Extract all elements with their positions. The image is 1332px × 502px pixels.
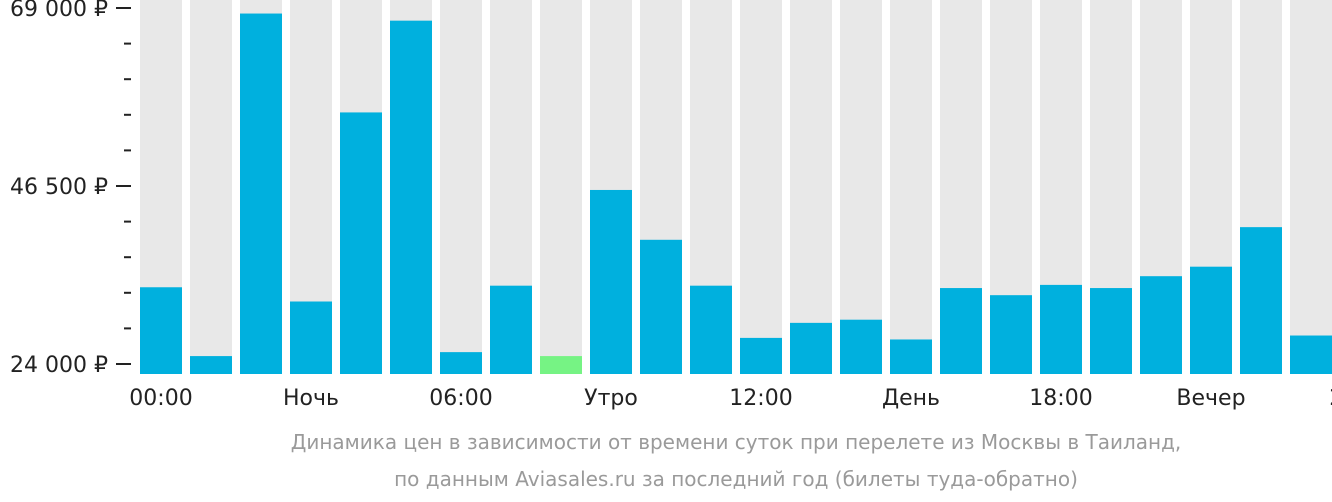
x-tick-label-8: 24:00 xyxy=(1329,386,1332,411)
x-tick-label-4: 12:00 xyxy=(729,386,792,411)
bar-track-6 xyxy=(440,0,482,374)
y-axis: 69 000 ₽ 46 500 ₽ 24 000 ₽ xyxy=(10,0,131,378)
bar-5 xyxy=(390,20,432,375)
bar-10 xyxy=(640,239,682,374)
bars xyxy=(140,13,1332,375)
bar-3 xyxy=(290,301,332,374)
bar-22 xyxy=(1240,227,1282,374)
bar-1 xyxy=(190,356,232,374)
chart-caption-line1: Динамика цен в зависимости от времени су… xyxy=(290,430,1182,454)
bar-track-15 xyxy=(890,0,932,374)
bar-23 xyxy=(1290,335,1332,374)
x-tick-label-1: Ночь xyxy=(283,386,339,411)
bar-7 xyxy=(490,285,532,374)
bar-8 xyxy=(540,356,582,374)
x-tick-label-2: 06:00 xyxy=(429,386,492,411)
bar-11 xyxy=(690,285,732,374)
bar-17 xyxy=(990,295,1032,374)
bar-21 xyxy=(1190,266,1232,374)
bar-track-14 xyxy=(840,0,882,374)
bar-20 xyxy=(1140,276,1182,374)
bar-19 xyxy=(1090,288,1132,374)
bar-15 xyxy=(890,339,932,374)
x-tick-label-0: 00:00 xyxy=(129,386,192,411)
x-tick-label-6: 18:00 xyxy=(1029,386,1092,411)
bar-2 xyxy=(240,13,282,374)
bar-14 xyxy=(840,319,882,374)
bar-track-12 xyxy=(740,0,782,374)
bar-0 xyxy=(140,287,182,374)
price-by-hour-chart: 69 000 ₽ 46 500 ₽ 24 000 ₽ 00:00 Ночь 06:00 У… xyxy=(10,0,1332,411)
chart-caption-line2: по данным Aviasales.ru за последний год … xyxy=(394,467,1078,491)
x-axis: 00:00 Ночь 06:00 Утро 12:00 День 18:00 Вечер 24:… xyxy=(129,386,1332,411)
bar-13 xyxy=(790,322,832,374)
x-tick-label-7: Вечер xyxy=(1176,386,1245,411)
y-tick-label-2: 24 000 ₽ xyxy=(10,353,108,378)
bar-6 xyxy=(440,352,482,374)
bar-12 xyxy=(740,337,782,374)
y-tick-label-1: 46 500 ₽ xyxy=(10,175,108,200)
bar-18 xyxy=(1040,284,1082,374)
bar-9 xyxy=(590,189,632,374)
bar-track-23 xyxy=(1290,0,1332,374)
bar-track-1 xyxy=(190,0,232,374)
bar-track-13 xyxy=(790,0,832,374)
bar-track-8 xyxy=(540,0,582,374)
y-tick-label-0: 69 000 ₽ xyxy=(10,0,108,22)
bar-16 xyxy=(940,288,982,374)
x-tick-label-5: День xyxy=(882,386,940,411)
bar-4 xyxy=(340,112,382,374)
x-tick-label-3: Утро xyxy=(584,386,638,411)
